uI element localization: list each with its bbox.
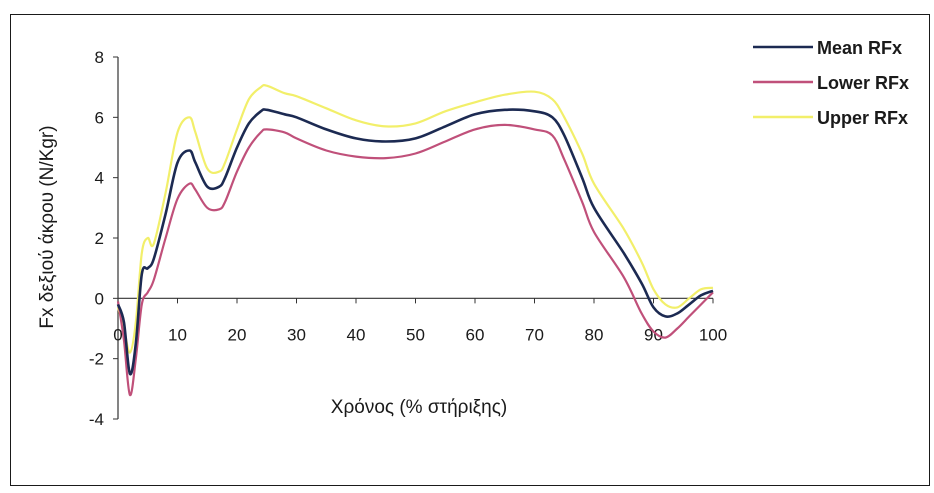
series-line-upper-rfx (116, 84, 714, 354)
series-layer (116, 84, 714, 397)
x-tick-label: 50 (406, 325, 425, 344)
legend-label-upper-rfx: Upper RFx (817, 108, 908, 128)
y-tick-label: -4 (89, 410, 104, 429)
series-line-lower-rfx (116, 123, 714, 397)
x-tick-label: 70 (525, 325, 544, 344)
legend: Mean RFx Lower RFx Upper RFx (753, 38, 909, 128)
chart-frame: -4 -2 0 2 4 6 8 0 10 20 30 40 50 60 70 80 90 100 Χρόνος (… (10, 14, 930, 486)
x-tick-label: 40 (347, 325, 366, 344)
y-tick-label: 6 (95, 108, 104, 127)
x-tick-label: 30 (287, 325, 306, 344)
x-axis-label: Χρόνος (% στήριξης) (331, 397, 507, 418)
y-tick-label: -2 (89, 350, 104, 369)
y-tick-label: 0 (95, 289, 104, 308)
x-tick-label: 100 (699, 325, 727, 344)
series-line-mean-rfx (116, 108, 714, 376)
x-tick-label: 10 (168, 325, 187, 344)
y-tick-label: 4 (95, 169, 104, 188)
x-tick-label: 60 (466, 325, 485, 344)
x-tick-label: 90 (644, 325, 663, 344)
legend-label-mean-rfx: Mean RFx (817, 38, 902, 58)
x-tick-label: 80 (585, 325, 604, 344)
y-axis-label: Fx δεξιού άκρου (N/Kgr) (37, 125, 58, 328)
x-tick-label: 0 (113, 325, 122, 344)
y-tick-label: 2 (95, 229, 104, 248)
x-tick-label: 20 (228, 325, 247, 344)
legend-label-lower-rfx: Lower RFx (817, 73, 909, 93)
y-tick-label: 8 (95, 48, 104, 67)
